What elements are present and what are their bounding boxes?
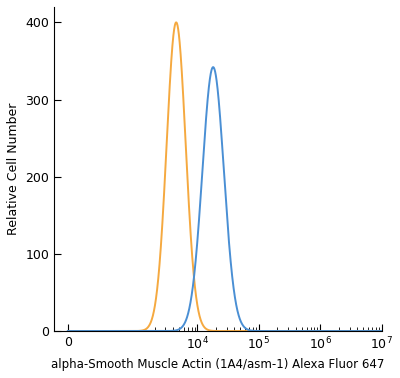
Y-axis label: Relative Cell Number: Relative Cell Number: [7, 103, 20, 235]
X-axis label: alpha-Smooth Muscle Actin (1A4/asm-1) Alexa Fluor 647: alpha-Smooth Muscle Actin (1A4/asm-1) Al…: [51, 358, 385, 371]
